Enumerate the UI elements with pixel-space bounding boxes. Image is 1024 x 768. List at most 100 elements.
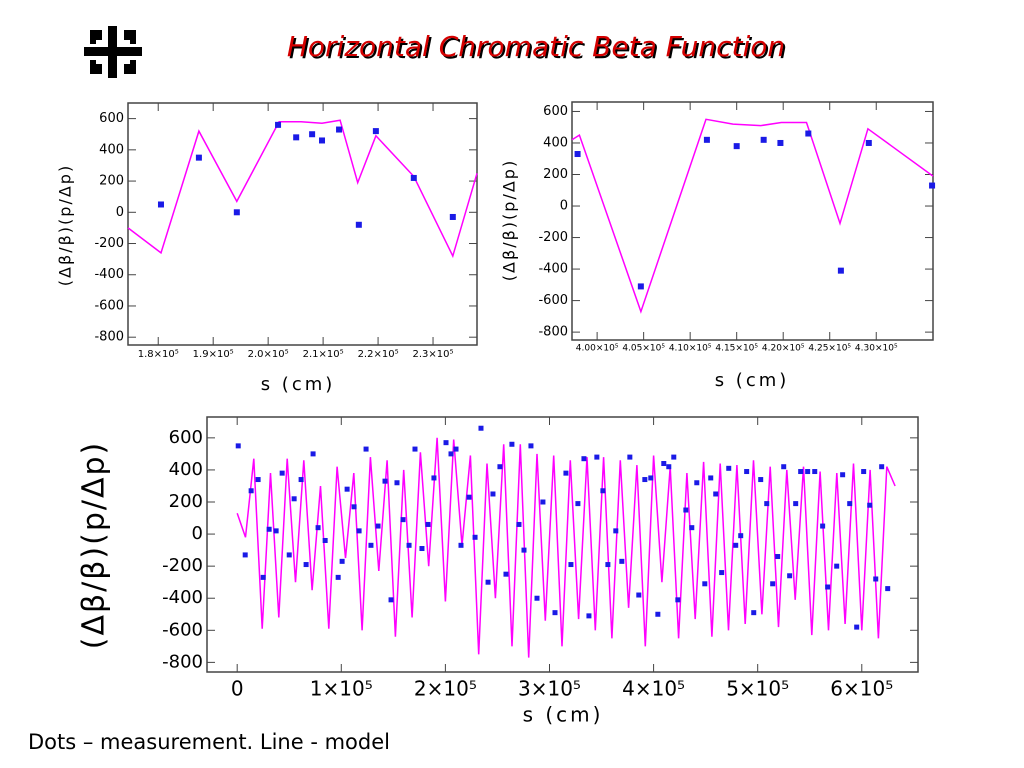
y-tick-label: -200 bbox=[538, 230, 568, 245]
x-tick-label: 4.25×10⁵ bbox=[808, 344, 851, 354]
measurement-dot bbox=[708, 475, 714, 481]
measurement-dot bbox=[291, 496, 297, 502]
measurement-dot bbox=[840, 472, 846, 478]
measurement-dot bbox=[854, 624, 860, 630]
measurement-dot bbox=[449, 213, 456, 220]
x-tick-label: 4×10⁵ bbox=[622, 677, 685, 701]
measurement-dot bbox=[929, 182, 936, 189]
caption: Dots – measurement. Line - model bbox=[28, 730, 390, 754]
measurement-dot bbox=[642, 477, 648, 483]
plot-frame bbox=[571, 101, 934, 341]
measurement-dot bbox=[448, 451, 454, 457]
x-tick-label: 3×10⁵ bbox=[518, 677, 581, 701]
logo-corners bbox=[90, 30, 136, 74]
measurement-dot bbox=[758, 477, 764, 483]
y-tick-label: 0 bbox=[116, 205, 124, 220]
measurement-dot bbox=[472, 534, 478, 540]
measurement-dot bbox=[825, 584, 831, 590]
measurement-dot bbox=[310, 451, 316, 457]
measurement-dot bbox=[382, 478, 388, 484]
model-line bbox=[236, 437, 896, 658]
measurement-dot bbox=[425, 521, 431, 527]
measurement-dot bbox=[453, 446, 459, 452]
measurement-dot bbox=[719, 570, 725, 576]
measurement-dot bbox=[764, 501, 770, 507]
measurement-dot bbox=[298, 477, 304, 483]
measurement-dot bbox=[586, 613, 592, 619]
measurement-dot bbox=[648, 475, 654, 481]
measurement-dot bbox=[694, 480, 700, 486]
measurement-dot bbox=[503, 571, 509, 577]
measurement-dot bbox=[400, 517, 406, 523]
measurement-dot bbox=[805, 130, 812, 137]
measurement-dot bbox=[885, 586, 891, 592]
measurement-dot bbox=[574, 151, 581, 158]
y-tick-label: 200 bbox=[543, 167, 568, 182]
measurement-dot bbox=[419, 546, 425, 552]
measurement-dot bbox=[713, 491, 719, 497]
measurement-dot bbox=[394, 480, 400, 486]
y-tick-label: -800 bbox=[162, 651, 203, 672]
measurement-dot bbox=[873, 576, 879, 582]
measurement-dot bbox=[726, 465, 732, 471]
x-tick-label: 4.00×10⁵ bbox=[576, 344, 619, 354]
x-tick-label: 1×10⁵ bbox=[310, 677, 373, 701]
measurement-dot bbox=[702, 581, 708, 587]
measurement-dot bbox=[534, 595, 540, 601]
measurement-dot bbox=[335, 574, 341, 580]
x-axis-label: s (cm) bbox=[715, 370, 790, 391]
logo-bar bbox=[84, 47, 142, 56]
measurement-dot bbox=[528, 443, 534, 449]
x-tick-label: 1.8×10⁵ bbox=[138, 349, 179, 360]
measurement-dot bbox=[552, 610, 558, 616]
measurement-dot bbox=[242, 552, 248, 558]
measurement-dot bbox=[744, 469, 750, 475]
measurement-dot bbox=[594, 454, 600, 460]
x-tick-label: 6×10⁵ bbox=[830, 677, 893, 701]
measurement-dot bbox=[751, 610, 757, 616]
y-tick-label: 600 bbox=[543, 104, 568, 119]
measurement-dot bbox=[266, 526, 272, 532]
x-tick-label: 4.10×10⁵ bbox=[669, 344, 712, 354]
measurement-dot bbox=[275, 121, 282, 128]
x-tick-label: 4.20×10⁵ bbox=[762, 344, 805, 354]
y-tick-label: 0 bbox=[192, 523, 203, 544]
measurement-dot bbox=[847, 501, 853, 507]
measurement-dot bbox=[410, 174, 417, 181]
measurement-dot bbox=[812, 469, 818, 475]
x-tick-label: 1.9×10⁵ bbox=[193, 349, 234, 360]
measurement-dot bbox=[568, 562, 574, 568]
measurement-dot bbox=[478, 425, 484, 431]
measurement-dot bbox=[279, 470, 285, 476]
x-tick-label: 2.3×10⁵ bbox=[413, 349, 454, 360]
measurement-dot bbox=[760, 136, 767, 143]
model-line bbox=[127, 119, 478, 259]
y-tick-label: -600 bbox=[162, 619, 203, 640]
title: Horizontal Chromatic Beta Function bbox=[287, 30, 785, 63]
measurement-dot bbox=[834, 563, 840, 569]
measurement-dot bbox=[490, 491, 496, 497]
measurement-dot bbox=[235, 443, 241, 449]
title-shadow: Horizontal Chromatic Beta Function bbox=[289, 32, 787, 65]
measurement-dot bbox=[637, 283, 644, 290]
measurement-dot bbox=[466, 494, 472, 500]
x-tick-label: 2×10⁵ bbox=[414, 677, 477, 701]
measurement-dot bbox=[798, 469, 804, 475]
measurement-dot bbox=[412, 446, 418, 452]
measurement-dot bbox=[600, 488, 606, 494]
measurement-dot bbox=[861, 469, 867, 475]
measurement-dot bbox=[581, 456, 587, 462]
measurement-dot bbox=[733, 542, 739, 548]
measurement-dot bbox=[683, 507, 689, 513]
measurement-dot bbox=[431, 475, 437, 481]
measurement-dot bbox=[733, 143, 740, 150]
measurement-dot bbox=[293, 134, 300, 141]
x-tick-label: 4.30×10⁵ bbox=[855, 344, 898, 354]
measurement-dot bbox=[260, 574, 266, 580]
x-tick-label: 0 bbox=[231, 677, 244, 701]
measurement-dot bbox=[793, 501, 799, 507]
measurement-dot bbox=[355, 221, 362, 228]
measurement-dot bbox=[781, 464, 787, 470]
measurement-dot bbox=[388, 597, 394, 603]
plot-frame bbox=[206, 416, 919, 673]
